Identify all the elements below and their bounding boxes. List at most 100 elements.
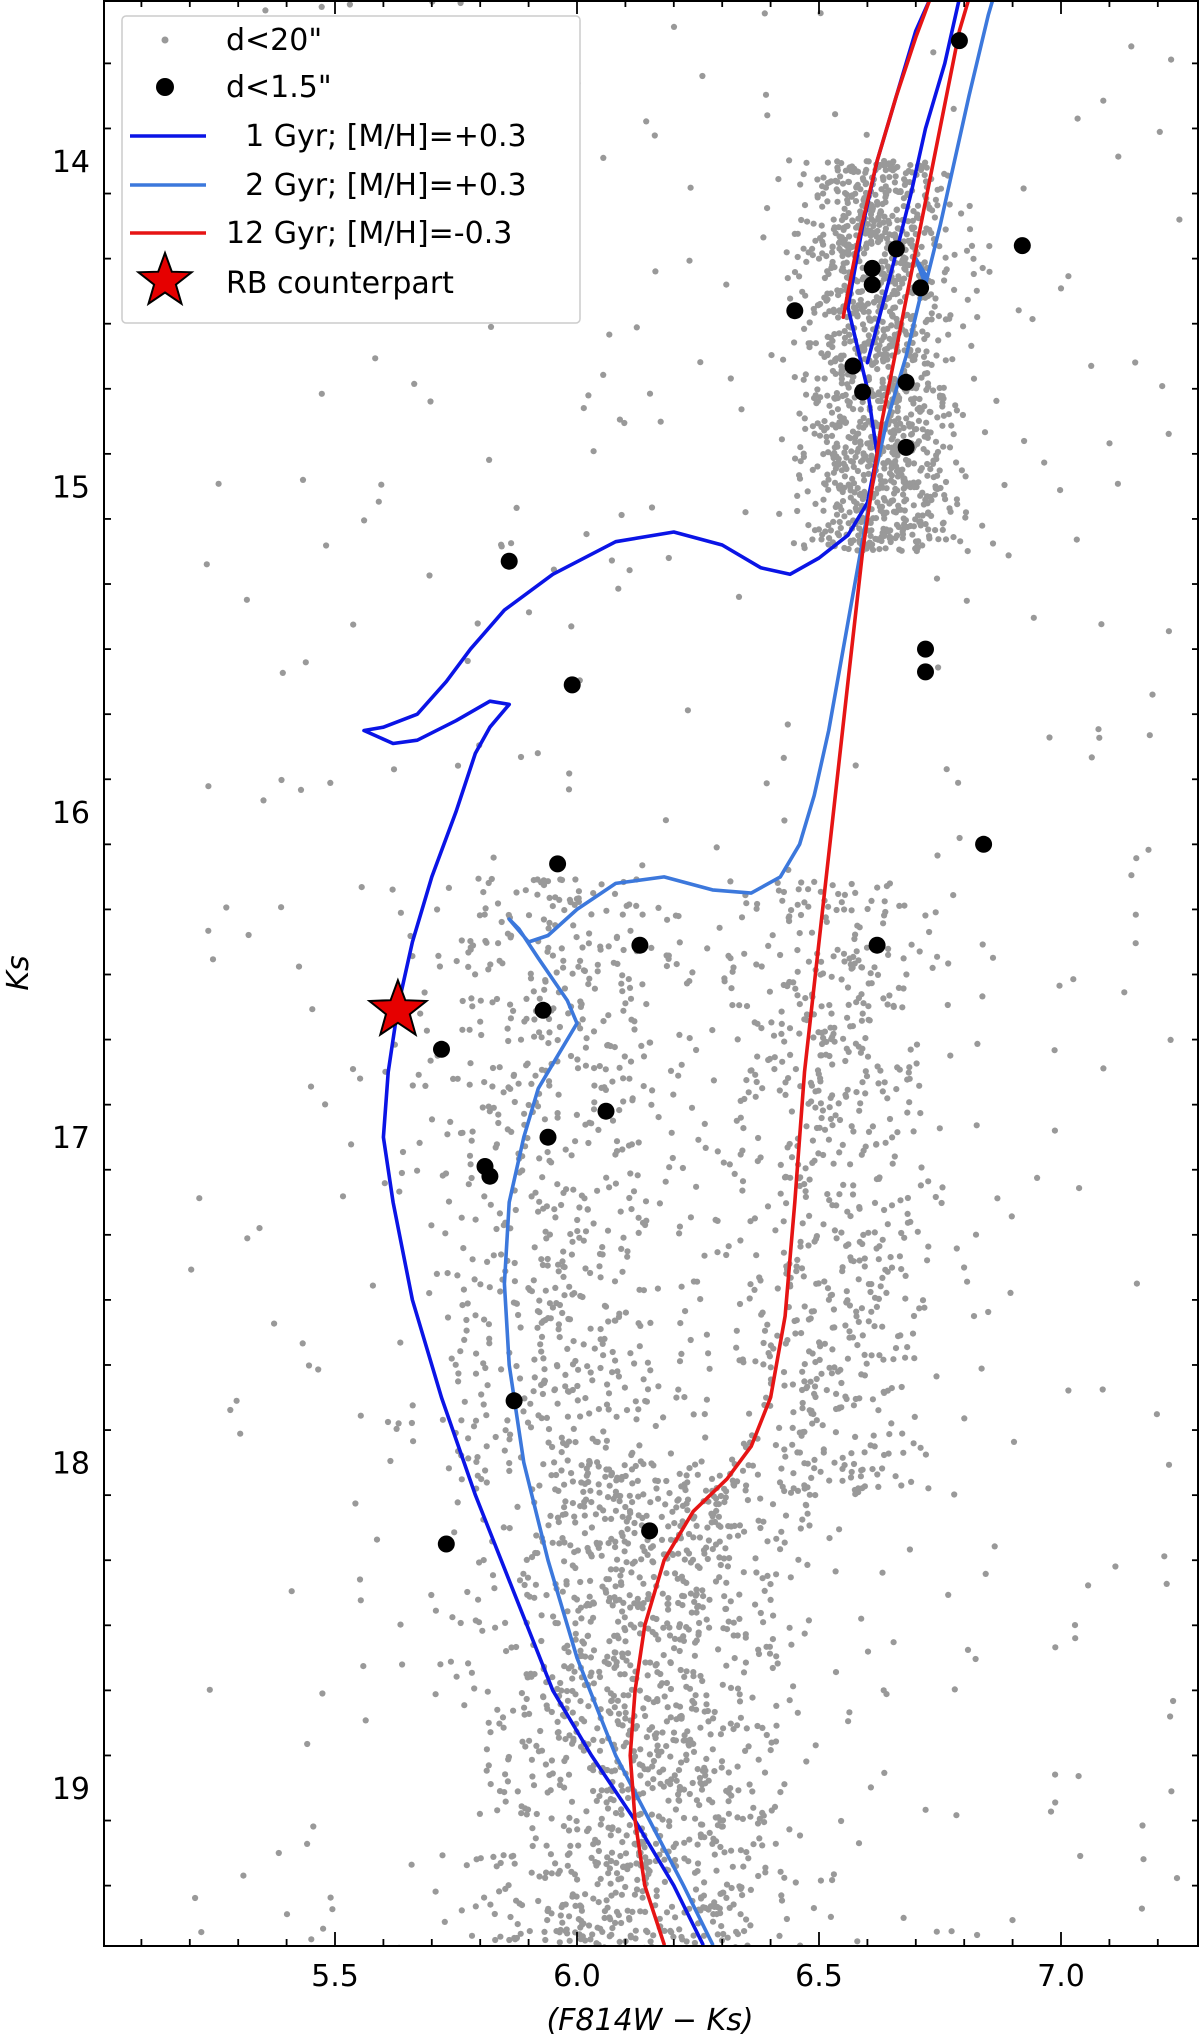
field-star — [986, 268, 993, 275]
field-star — [535, 1897, 542, 1905]
field-star — [566, 1814, 573, 1821]
field-star — [693, 1522, 700, 1529]
field-star — [465, 1435, 472, 1442]
field-star — [592, 1511, 600, 1518]
field-star — [707, 1731, 714, 1738]
field-star — [729, 968, 736, 975]
field-star — [867, 317, 875, 324]
field-star — [579, 1016, 586, 1023]
field-star — [457, 1348, 464, 1355]
field-star — [922, 1451, 930, 1458]
field-star — [905, 1069, 912, 1076]
field-star — [582, 1653, 589, 1660]
field-star — [737, 1151, 744, 1158]
field-star — [890, 508, 898, 515]
field-star — [746, 1295, 753, 1302]
field-star — [812, 1088, 819, 1095]
field-star — [857, 296, 864, 304]
field-star — [606, 1184, 613, 1191]
field-star — [625, 1514, 632, 1521]
field-star — [455, 1370, 462, 1377]
field-star — [892, 187, 899, 194]
field-star — [502, 1619, 509, 1626]
field-star — [654, 1285, 662, 1292]
field-star — [578, 1715, 585, 1723]
field-star — [639, 1514, 646, 1522]
field-star — [587, 1369, 594, 1376]
field-star — [742, 509, 749, 516]
field-star — [834, 406, 842, 413]
field-star — [968, 242, 976, 249]
field-star — [582, 1395, 589, 1402]
field-star — [699, 72, 706, 80]
field-star — [484, 1382, 491, 1389]
field-star — [919, 489, 926, 496]
field-star — [534, 1550, 541, 1557]
field-star — [905, 218, 912, 225]
field-star — [500, 1089, 507, 1096]
field-star — [717, 1492, 725, 1500]
field-star — [583, 1465, 590, 1472]
field-star — [849, 1191, 857, 1198]
field-star — [838, 899, 845, 906]
field-star — [768, 1807, 775, 1814]
field-star — [839, 392, 846, 400]
field-star — [843, 191, 850, 198]
field-star — [600, 154, 607, 161]
field-star — [578, 1903, 585, 1910]
field-star — [617, 1572, 624, 1579]
field-star — [795, 1556, 802, 1563]
field-star — [577, 1413, 584, 1420]
field-star — [691, 1652, 699, 1659]
field-star — [673, 961, 680, 968]
field-star — [689, 1556, 697, 1563]
field-star — [760, 1339, 767, 1347]
field-star — [894, 217, 901, 224]
field-star — [553, 1471, 560, 1479]
field-star — [843, 1288, 850, 1295]
field-star — [902, 1295, 909, 1302]
field-star — [262, 7, 269, 14]
field-star — [791, 374, 798, 381]
field-star — [921, 403, 928, 410]
field-star — [667, 1685, 675, 1693]
field-star — [703, 1692, 710, 1699]
field-star — [487, 1201, 494, 1208]
field-star — [794, 230, 801, 237]
field-star — [690, 1673, 697, 1680]
field-star — [561, 1264, 568, 1271]
field-star — [677, 1320, 684, 1327]
field-star — [835, 1100, 842, 1107]
field-star — [842, 1322, 849, 1329]
field-star — [590, 1106, 598, 1113]
field-star — [508, 932, 515, 939]
field-star — [628, 1141, 636, 1148]
field-star — [562, 1736, 569, 1743]
field-star — [621, 419, 628, 427]
field-star — [945, 1591, 952, 1598]
field-star — [558, 1201, 565, 1209]
field-star — [569, 1291, 576, 1298]
field-star — [1149, 691, 1156, 698]
field-star — [603, 1576, 610, 1583]
field-star — [754, 1820, 762, 1827]
field-star — [803, 159, 810, 166]
field-star — [717, 1843, 724, 1851]
field-star — [612, 1649, 619, 1656]
field-star — [894, 319, 901, 326]
field-star — [546, 1231, 554, 1238]
field-star — [907, 522, 914, 530]
field-star — [518, 1803, 525, 1810]
field-star — [885, 217, 892, 224]
field-star — [947, 1052, 954, 1059]
field-star — [615, 1912, 622, 1919]
field-star — [867, 232, 874, 239]
field-star — [504, 1417, 511, 1424]
field-star — [941, 277, 948, 284]
field-star — [793, 1268, 800, 1275]
field-star — [667, 1714, 674, 1721]
field-star — [729, 1456, 736, 1463]
field-star — [664, 1704, 671, 1711]
field-star — [534, 891, 541, 898]
field-star — [970, 255, 977, 262]
